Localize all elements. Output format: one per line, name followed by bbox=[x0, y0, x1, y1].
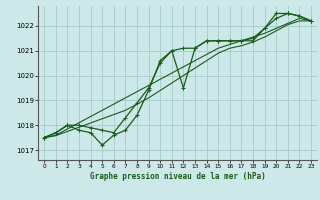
X-axis label: Graphe pression niveau de la mer (hPa): Graphe pression niveau de la mer (hPa) bbox=[90, 172, 266, 181]
